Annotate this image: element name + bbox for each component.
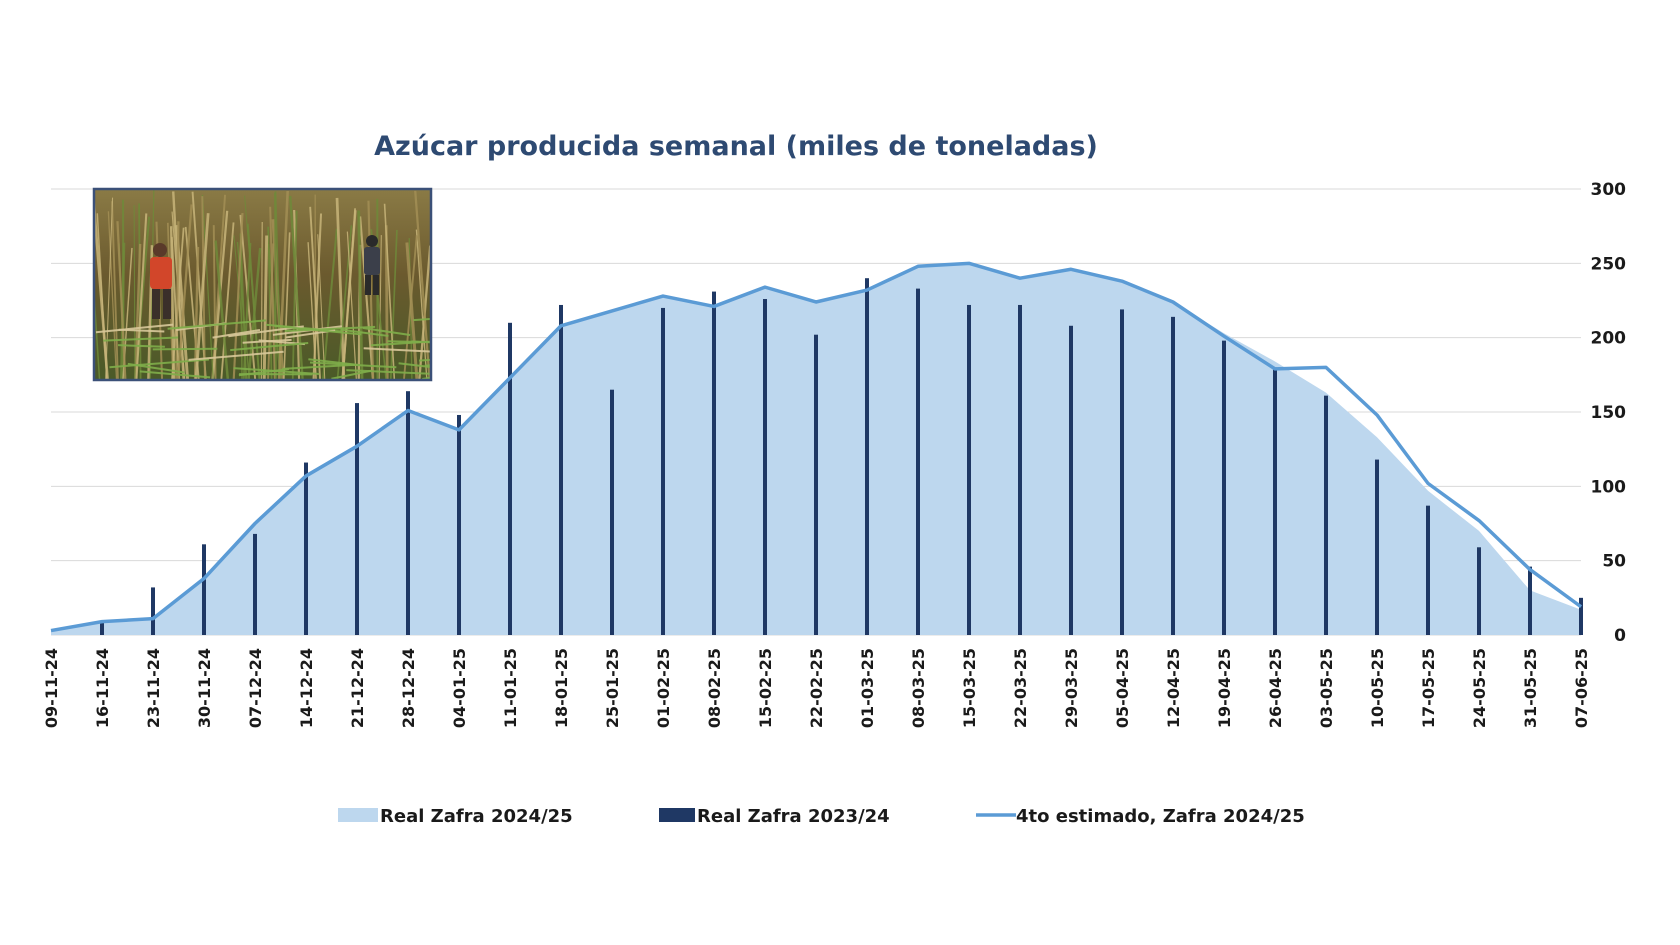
sugarcane-harvest-photo <box>92 187 433 382</box>
legend-item-real-2023-24: Real Zafra 2023/24 <box>659 806 890 827</box>
bar-real-2023-24 <box>814 334 818 635</box>
x-tick-label: 10-05-25 <box>1368 648 1387 728</box>
bar-real-2023-24 <box>1528 566 1532 635</box>
x-tick-label: 12-04-25 <box>1164 648 1183 728</box>
legend-label-estimate: 4to estimado, Zafra 2024/25 <box>1016 806 1305 827</box>
legend-label-real-2023-24: Real Zafra 2023/24 <box>697 806 890 827</box>
x-tick-label: 21-12-24 <box>348 648 367 728</box>
y-tick-label: 0 <box>1614 626 1626 646</box>
x-tick-label: 22-03-25 <box>1011 648 1030 728</box>
x-tick-label: 25-01-25 <box>603 648 622 728</box>
y-tick-label: 50 <box>1602 552 1626 572</box>
bar-real-2023-24 <box>763 299 767 635</box>
bar-real-2023-24 <box>1120 309 1124 635</box>
bar-real-2023-24 <box>1477 547 1481 635</box>
x-tick-label: 16-11-24 <box>93 648 112 728</box>
y-tick-label: 150 <box>1591 403 1627 423</box>
bar-real-2023-24 <box>304 462 308 635</box>
x-tick-label: 26-04-25 <box>1266 648 1285 728</box>
y-tick-label: 200 <box>1591 329 1627 349</box>
x-tick-label: 09-11-24 <box>42 648 61 728</box>
x-tick-label: 08-02-25 <box>705 648 724 728</box>
x-tick-label: 11-01-25 <box>501 648 520 728</box>
y-tick-label: 300 <box>1591 180 1627 200</box>
bar-real-2023-24 <box>1324 395 1328 635</box>
legend-label-real-2024-25: Real Zafra 2024/25 <box>380 806 573 827</box>
bar-real-2023-24 <box>559 304 563 635</box>
x-tick-label: 01-03-25 <box>858 648 877 728</box>
bar-real-2023-24 <box>1426 505 1430 635</box>
x-tick-label: 31-05-25 <box>1521 648 1540 728</box>
x-tick-label: 05-04-25 <box>1113 648 1132 728</box>
x-tick-label: 15-03-25 <box>960 648 979 728</box>
bar-real-2023-24 <box>661 307 665 635</box>
bar-real-2023-24 <box>508 322 512 635</box>
x-tick-label: 18-01-25 <box>552 648 571 728</box>
x-tick-label: 22-02-25 <box>807 648 826 728</box>
bar-real-2023-24 <box>712 291 716 635</box>
bar-real-2023-24 <box>1018 304 1022 635</box>
x-tick-label: 14-12-24 <box>297 648 316 728</box>
line-series <box>50 261 1583 633</box>
legend: Real Zafra 2024/25 Real Zafra 2023/24 4t… <box>338 806 1305 827</box>
x-tick-label: 24-05-25 <box>1470 648 1489 728</box>
bar-real-2023-24 <box>1069 325 1073 635</box>
bar-series <box>100 278 1583 635</box>
x-tick-label: 23-11-24 <box>144 648 163 728</box>
x-tick-label: 01-02-25 <box>654 648 673 728</box>
bar-real-2023-24 <box>202 544 206 635</box>
x-tick-label: 30-11-24 <box>195 648 214 728</box>
bar-real-2023-24 <box>610 389 614 635</box>
x-tick-label: 03-05-25 <box>1317 648 1336 728</box>
bar-real-2023-24 <box>457 414 461 635</box>
bar-real-2023-24 <box>406 391 410 635</box>
x-tick-label: 17-05-25 <box>1419 648 1438 728</box>
y-tick-label: 100 <box>1591 477 1627 497</box>
x-tick-label: 19-04-25 <box>1215 648 1234 728</box>
y-axis: 0 50 100 150 200 250 300 <box>1591 180 1627 646</box>
x-tick-label: 07-12-24 <box>246 648 265 728</box>
legend-item-estimate: 4to estimado, Zafra 2024/25 <box>976 806 1305 827</box>
bar-real-2023-24 <box>1273 367 1277 635</box>
x-tick-label: 08-03-25 <box>909 648 928 728</box>
x-tick-label: 04-01-25 <box>450 648 469 728</box>
bar-real-2023-24 <box>1222 340 1226 635</box>
bar-real-2023-24 <box>865 278 869 635</box>
bar-real-2023-24 <box>151 587 155 635</box>
legend-item-real-2024-25: Real Zafra 2024/25 <box>338 806 573 827</box>
x-axis: 09-11-24 16-11-24 23-11-24 30-11-24 07-12-24… <box>42 648 1591 728</box>
legend-swatch-area <box>338 808 378 822</box>
legend-swatch-bar <box>659 808 695 822</box>
x-tick-label: 29-03-25 <box>1062 648 1081 728</box>
bar-real-2023-24 <box>355 403 359 635</box>
x-tick-label: 28-12-24 <box>399 648 418 728</box>
x-tick-label: 15-02-25 <box>756 648 775 728</box>
bar-real-2023-24 <box>1579 597 1583 635</box>
bar-real-2023-24 <box>967 304 971 635</box>
bar-real-2023-24 <box>100 621 104 635</box>
chart-title: Azúcar producida semanal (miles de tonel… <box>374 131 1098 162</box>
bar-real-2023-24 <box>1171 316 1175 635</box>
line-estimate-2024-25 <box>50 261 1583 633</box>
bar-real-2023-24 <box>253 533 257 635</box>
bar-real-2023-24 <box>1375 459 1379 635</box>
bar-real-2023-24 <box>916 288 920 635</box>
y-tick-label: 250 <box>1591 254 1627 274</box>
x-tick-label: 07-06-25 <box>1572 648 1591 728</box>
